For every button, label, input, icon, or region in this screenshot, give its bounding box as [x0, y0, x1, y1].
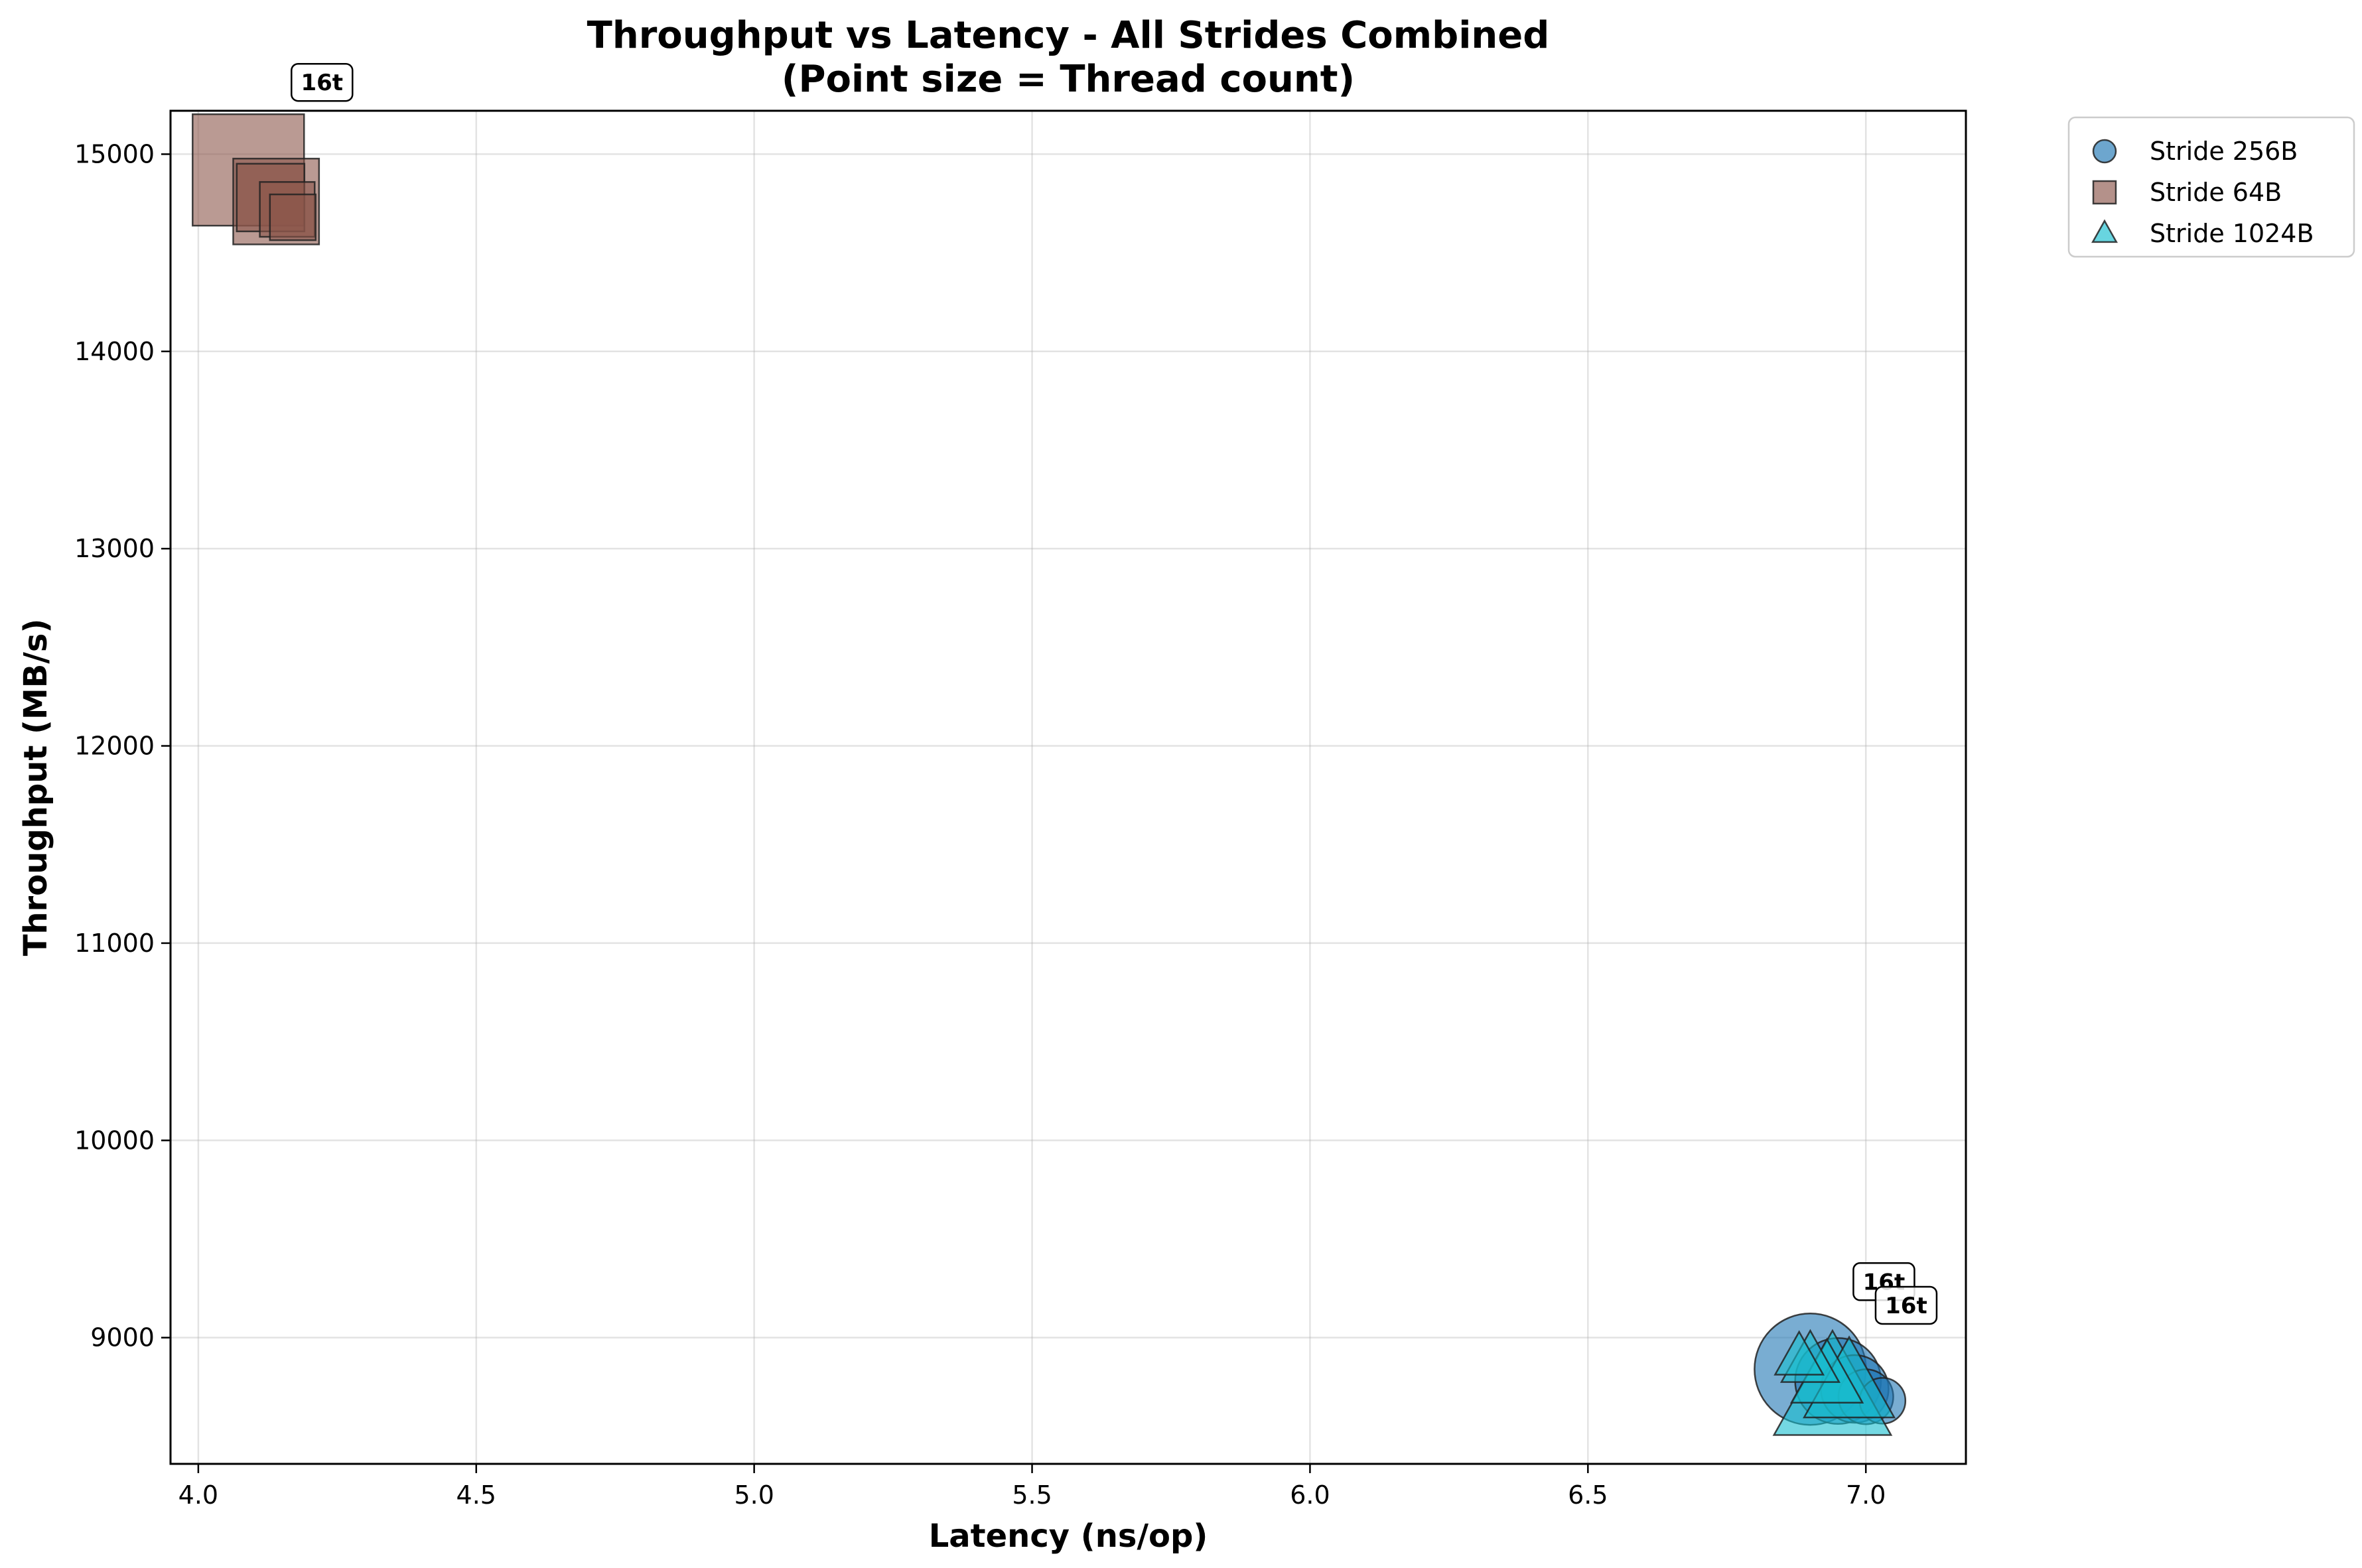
plot-frame — [169, 109, 1967, 1465]
y-tick-label: 10000 — [74, 1126, 155, 1155]
y-tick-label: 12000 — [74, 732, 155, 761]
y-tick-label: 13000 — [74, 534, 155, 563]
legend-label: Stride 64B — [2150, 178, 2282, 207]
legend-label: Stride 256B — [2150, 137, 2298, 166]
y-tick-label: 11000 — [74, 929, 155, 958]
x-tick-label: 4.0 — [178, 1480, 218, 1510]
annotation-label: 16t — [1874, 1285, 1938, 1325]
y-axis-label: Throughput (MB/s) — [17, 619, 54, 956]
legend-item: Stride 64B — [2092, 178, 2282, 207]
legend-label: Stride 1024B — [2150, 219, 2314, 248]
x-tick-label: 6.0 — [1290, 1480, 1330, 1510]
y-tick-label: 15000 — [74, 139, 155, 168]
annotation-text: 16t — [301, 70, 343, 96]
x-tick-label: 4.5 — [456, 1480, 496, 1510]
chart-subtitle: (Point size = Thread count) — [782, 58, 1355, 101]
x-tick-label: 7.0 — [1846, 1480, 1886, 1510]
x-tick-label: 5.5 — [1012, 1480, 1052, 1510]
legend: Stride 256B Stride 64B Stride 1024B — [2067, 116, 2355, 258]
data-points — [192, 113, 1907, 1436]
legend-item: Stride 1024B — [2091, 219, 2314, 248]
x-tick-label: 6.5 — [1568, 1480, 1608, 1510]
legend-marker — [2092, 180, 2117, 205]
grid-lines — [171, 111, 1966, 1464]
x-axis-label: Latency (ns/op) — [929, 1518, 1208, 1555]
legend-marker — [2091, 219, 2118, 243]
legend-frame — [2067, 116, 2355, 258]
annotation-text: 16t — [1885, 1293, 1927, 1319]
y-tick-label: 14000 — [74, 337, 155, 366]
data-point — [1773, 1330, 1825, 1376]
legend-marker — [2092, 139, 2117, 164]
y-tick-label: 9000 — [90, 1323, 155, 1352]
legend-item: Stride 256B — [2092, 137, 2298, 166]
data-point — [269, 193, 317, 241]
axis-ticks: 4.0 4.5 5.0 5.5 6.0 6.5 7.0 9000 10000 11000 12000… — [74, 139, 1886, 1510]
annotation-label: 16t — [291, 62, 354, 102]
x-tick-label: 5.0 — [734, 1480, 774, 1510]
chart-title: Throughput vs Latency - All Strides Comb… — [587, 14, 1550, 57]
series-stride-1024b — [1772, 1329, 1896, 1436]
series-stride-64b — [192, 113, 320, 245]
